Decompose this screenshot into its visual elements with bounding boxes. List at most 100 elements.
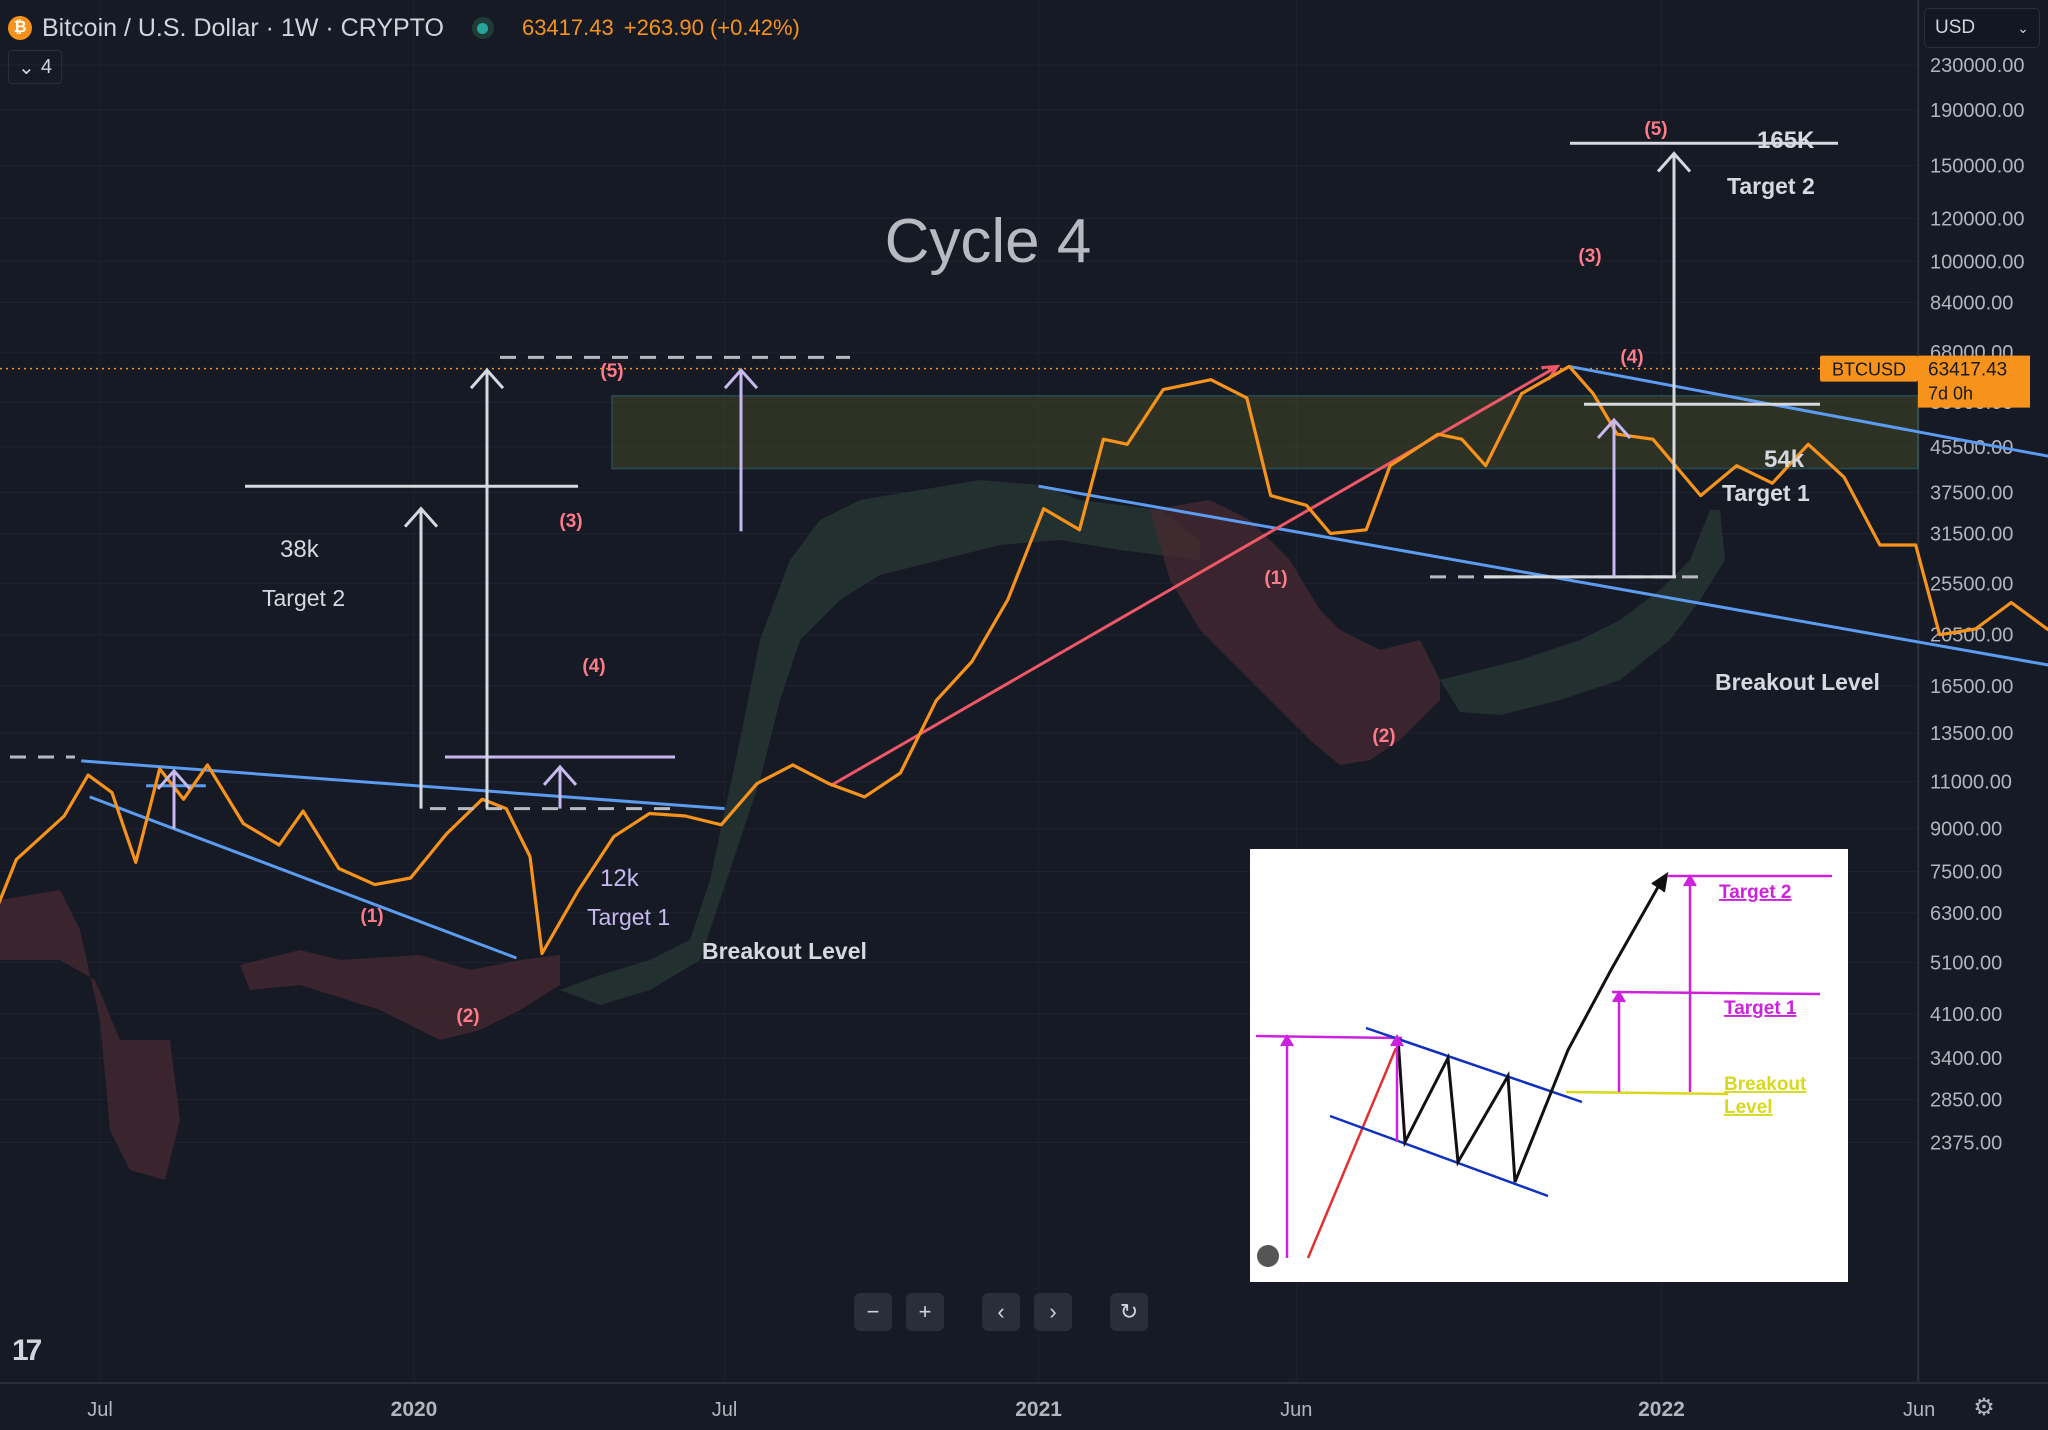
measured-move-arrow-head (723, 367, 759, 390)
inset-arrow-head (1651, 871, 1669, 893)
inset-trendline (1329, 1114, 1549, 1198)
symbol-title[interactable]: Bitcoin / U.S. Dollar · 1W · CRYPTO (42, 13, 444, 42)
wave-label: (4) (582, 656, 605, 677)
y-tick-label: 190000.00 (1930, 100, 2025, 122)
inset-breakout-label: Level (1724, 1097, 1773, 1118)
measured-move-arrow-head (1596, 417, 1632, 439)
inset-target1-line (1611, 990, 1821, 996)
inset-trendline (1365, 1026, 1583, 1104)
price-series-line (0, 364, 2048, 956)
ichimoku-cloud (0, 890, 180, 1180)
y-tick-label: 20500.00 (1930, 625, 2013, 647)
inset-level-line (1255, 1034, 1403, 1040)
inset-breakout-line (1565, 1090, 1729, 1096)
trendline (1038, 484, 2048, 667)
symbol-price-tag-label: BTCUSD (1832, 360, 1906, 380)
y-tick-label: 4100.00 (1930, 1004, 2002, 1026)
y-tick-label: 230000.00 (1930, 55, 2025, 77)
zoom-out-button[interactable]: − (854, 1293, 892, 1331)
x-tick-label: Jun (1903, 1399, 1935, 1421)
ichimoku-cloud (1150, 500, 1440, 765)
ichimoku-cloud (560, 480, 1200, 1005)
target2-value-label: 38k (280, 536, 320, 563)
trendline (81, 759, 725, 811)
gear-icon[interactable]: ⚙ (1973, 1393, 1995, 1421)
target1-label: Target 1 (587, 904, 670, 930)
bar-countdown: 7d 0h (1928, 384, 1973, 404)
x-tick-label: Jun (1280, 1399, 1312, 1421)
y-tick-label: 84000.00 (1930, 292, 2013, 314)
ichimoku-cloud (1440, 510, 1725, 715)
y-tick-label: 120000.00 (1930, 208, 2025, 230)
inset-arrow-head (1390, 1034, 1404, 1047)
chart-navigation-toolbar: − + ‹ › ↻ (854, 1293, 1148, 1331)
zoom-in-button[interactable]: + (906, 1293, 944, 1331)
x-tick-label: 2021 (1015, 1398, 1062, 1421)
scroll-left-button[interactable]: ‹ (982, 1293, 1020, 1331)
wave-label: (1) (360, 906, 383, 927)
measured-move-arrow-head (403, 506, 439, 528)
currency-value: USD (1935, 17, 1976, 38)
measured-move-arrow-head (1656, 151, 1692, 173)
y-tick-label: 2375.00 (1930, 1133, 2002, 1155)
bitcoin-icon: ₿ (8, 16, 32, 40)
y-tick-label: 5100.00 (1930, 953, 2002, 975)
x-tick-label: 2022 (1638, 1398, 1685, 1421)
measured-move-arrow-head (542, 764, 578, 786)
target2-label: Target 2 (1727, 173, 1815, 199)
wave-label: (4) (1620, 347, 1643, 368)
trendline (1569, 364, 2048, 458)
indicator-count: 4 (40, 55, 52, 78)
wave-label: (1) (1264, 568, 1287, 589)
tradingview-logo[interactable]: 17 (12, 1334, 42, 1367)
measured-move-arrow-head (156, 768, 192, 790)
chart-title: Cycle 4 (885, 207, 1092, 276)
currency-select[interactable]: USD ⌄ (1924, 8, 2040, 48)
price-change: +263.90 (+0.42%) (623, 15, 800, 40)
y-tick-label: 25500.00 (1930, 573, 2013, 595)
range-zone (611, 395, 1919, 470)
market-status-icon (471, 17, 494, 39)
target2-label: Target 2 (262, 585, 345, 611)
x-tick-label: Jul (712, 1399, 738, 1421)
inset-arrow-head (1683, 874, 1697, 887)
target1-value-label: 12k (600, 865, 640, 892)
last-price: 63417.43 (521, 15, 614, 40)
current-price-tag (1918, 355, 2030, 408)
wave-label: (5) (1644, 119, 1667, 140)
inset-background (1250, 849, 1848, 1282)
target2-value-label: 165K (1757, 127, 1815, 154)
indicator-legend-toggle[interactable]: ⌄ 4 (8, 50, 62, 84)
x-tick-label: 2020 (391, 1398, 438, 1421)
y-tick-label: 11000.00 (1930, 771, 2012, 793)
chevron-down-icon: ⌄ (2017, 19, 2029, 36)
scroll-right-button[interactable]: › (1034, 1293, 1072, 1331)
inset-target1-label: Target 1 (1724, 998, 1797, 1019)
wave-label: (3) (559, 511, 582, 532)
inset-arrow-head (1612, 990, 1626, 1003)
inset-lens-icon (1257, 1245, 1279, 1267)
wave-label: (5) (600, 361, 623, 382)
inset-breakout-label: Breakout (1724, 1074, 1807, 1095)
x-tick-label: Jul (87, 1399, 113, 1421)
inset-arrow-head (1280, 1034, 1294, 1047)
current-price-value: 63417.43 (1928, 360, 2007, 381)
inset-impulse-line (1306, 1047, 1398, 1259)
y-tick-label: 3400.00 (1930, 1048, 2002, 1070)
target1-value-label: 54k (1764, 446, 1805, 473)
y-tick-label: 150000.00 (1930, 156, 2025, 178)
y-tick-label: 13500.00 (1930, 723, 2013, 745)
y-tick-label: 16500.00 (1930, 676, 2013, 698)
symbol-header: ₿ Bitcoin / U.S. Dollar · 1W · CRYPTO 63… (8, 10, 800, 46)
wave-label: (2) (1372, 726, 1395, 747)
reset-chart-button[interactable]: ↻ (1110, 1293, 1148, 1331)
y-tick-label: 37500.00 (1930, 482, 2013, 504)
ichimoku-cloud (240, 950, 560, 1040)
target1-label: Target 1 (1722, 480, 1810, 506)
y-tick-label: 6300.00 (1930, 903, 2002, 925)
y-tick-label: 45500.00 (1930, 437, 2013, 459)
y-tick-label: 100000.00 (1930, 251, 2025, 273)
trendline (89, 795, 517, 960)
